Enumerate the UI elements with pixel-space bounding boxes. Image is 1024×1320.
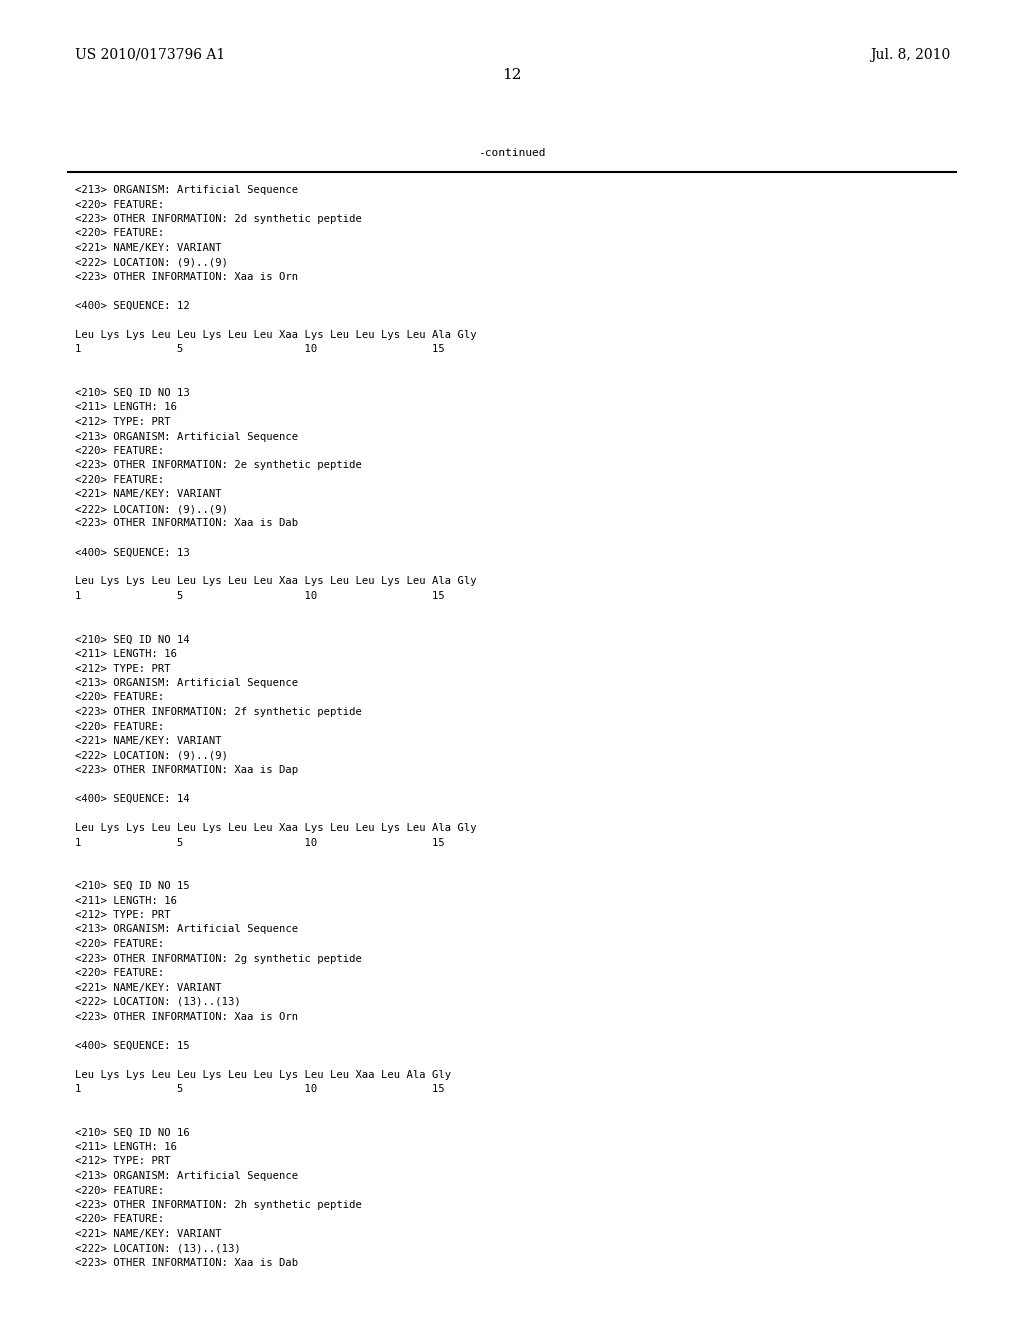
- Text: <210> SEQ ID NO 16: <210> SEQ ID NO 16: [75, 1127, 189, 1138]
- Text: <223> OTHER INFORMATION: Xaa is Orn: <223> OTHER INFORMATION: Xaa is Orn: [75, 1011, 298, 1022]
- Text: <220> FEATURE:: <220> FEATURE:: [75, 968, 164, 978]
- Text: <223> OTHER INFORMATION: 2e synthetic peptide: <223> OTHER INFORMATION: 2e synthetic pe…: [75, 461, 361, 470]
- Text: <220> FEATURE:: <220> FEATURE:: [75, 939, 164, 949]
- Text: <223> OTHER INFORMATION: 2h synthetic peptide: <223> OTHER INFORMATION: 2h synthetic pe…: [75, 1200, 361, 1210]
- Text: <221> NAME/KEY: VARIANT: <221> NAME/KEY: VARIANT: [75, 243, 221, 253]
- Text: <212> TYPE: PRT: <212> TYPE: PRT: [75, 664, 171, 673]
- Text: <400> SEQUENCE: 14: <400> SEQUENCE: 14: [75, 795, 189, 804]
- Text: <220> FEATURE:: <220> FEATURE:: [75, 475, 164, 484]
- Text: <221> NAME/KEY: VARIANT: <221> NAME/KEY: VARIANT: [75, 490, 221, 499]
- Text: <400> SEQUENCE: 12: <400> SEQUENCE: 12: [75, 301, 189, 312]
- Text: US 2010/0173796 A1: US 2010/0173796 A1: [75, 48, 225, 62]
- Text: 12: 12: [502, 69, 522, 82]
- Text: <220> FEATURE:: <220> FEATURE:: [75, 199, 164, 210]
- Text: <220> FEATURE:: <220> FEATURE:: [75, 1185, 164, 1196]
- Text: <213> ORGANISM: Artificial Sequence: <213> ORGANISM: Artificial Sequence: [75, 1171, 298, 1181]
- Text: <210> SEQ ID NO 13: <210> SEQ ID NO 13: [75, 388, 189, 399]
- Text: <213> ORGANISM: Artificial Sequence: <213> ORGANISM: Artificial Sequence: [75, 432, 298, 441]
- Text: <222> LOCATION: (9)..(9): <222> LOCATION: (9)..(9): [75, 751, 228, 760]
- Text: <223> OTHER INFORMATION: Xaa is Dab: <223> OTHER INFORMATION: Xaa is Dab: [75, 1258, 298, 1269]
- Text: <223> OTHER INFORMATION: 2d synthetic peptide: <223> OTHER INFORMATION: 2d synthetic pe…: [75, 214, 361, 224]
- Text: 1               5                   10                  15: 1 5 10 15: [75, 1084, 444, 1094]
- Text: <212> TYPE: PRT: <212> TYPE: PRT: [75, 909, 171, 920]
- Text: <220> FEATURE:: <220> FEATURE:: [75, 722, 164, 731]
- Text: Leu Lys Lys Leu Leu Lys Leu Leu Xaa Lys Leu Leu Lys Leu Ala Gly: Leu Lys Lys Leu Leu Lys Leu Leu Xaa Lys …: [75, 822, 476, 833]
- Text: Leu Lys Lys Leu Leu Lys Leu Leu Xaa Lys Leu Leu Lys Leu Ala Gly: Leu Lys Lys Leu Leu Lys Leu Leu Xaa Lys …: [75, 577, 476, 586]
- Text: <213> ORGANISM: Artificial Sequence: <213> ORGANISM: Artificial Sequence: [75, 185, 298, 195]
- Text: <223> OTHER INFORMATION: Xaa is Dab: <223> OTHER INFORMATION: Xaa is Dab: [75, 519, 298, 528]
- Text: <223> OTHER INFORMATION: Xaa is Dap: <223> OTHER INFORMATION: Xaa is Dap: [75, 766, 298, 775]
- Text: Leu Lys Lys Leu Leu Lys Leu Leu Lys Leu Leu Xaa Leu Ala Gly: Leu Lys Lys Leu Leu Lys Leu Leu Lys Leu …: [75, 1069, 452, 1080]
- Text: <220> FEATURE:: <220> FEATURE:: [75, 228, 164, 239]
- Text: <223> OTHER INFORMATION: Xaa is Orn: <223> OTHER INFORMATION: Xaa is Orn: [75, 272, 298, 282]
- Text: <213> ORGANISM: Artificial Sequence: <213> ORGANISM: Artificial Sequence: [75, 924, 298, 935]
- Text: <223> OTHER INFORMATION: 2f synthetic peptide: <223> OTHER INFORMATION: 2f synthetic pe…: [75, 708, 361, 717]
- Text: Leu Lys Lys Leu Leu Lys Leu Leu Xaa Lys Leu Leu Lys Leu Ala Gly: Leu Lys Lys Leu Leu Lys Leu Leu Xaa Lys …: [75, 330, 476, 341]
- Text: <222> LOCATION: (9)..(9): <222> LOCATION: (9)..(9): [75, 504, 228, 513]
- Text: <222> LOCATION: (13)..(13): <222> LOCATION: (13)..(13): [75, 997, 241, 1007]
- Text: 1               5                   10                  15: 1 5 10 15: [75, 591, 444, 601]
- Text: <400> SEQUENCE: 13: <400> SEQUENCE: 13: [75, 548, 189, 557]
- Text: <212> TYPE: PRT: <212> TYPE: PRT: [75, 1156, 171, 1167]
- Text: <400> SEQUENCE: 15: <400> SEQUENCE: 15: [75, 1040, 189, 1051]
- Text: <220> FEATURE:: <220> FEATURE:: [75, 446, 164, 455]
- Text: 1               5                   10                  15: 1 5 10 15: [75, 837, 444, 847]
- Text: <222> LOCATION: (9)..(9): <222> LOCATION: (9)..(9): [75, 257, 228, 268]
- Text: <210> SEQ ID NO 15: <210> SEQ ID NO 15: [75, 880, 189, 891]
- Text: <221> NAME/KEY: VARIANT: <221> NAME/KEY: VARIANT: [75, 1229, 221, 1239]
- Text: <221> NAME/KEY: VARIANT: <221> NAME/KEY: VARIANT: [75, 982, 221, 993]
- Text: <223> OTHER INFORMATION: 2g synthetic peptide: <223> OTHER INFORMATION: 2g synthetic pe…: [75, 953, 361, 964]
- Text: <210> SEQ ID NO 14: <210> SEQ ID NO 14: [75, 635, 189, 644]
- Text: <211> LENGTH: 16: <211> LENGTH: 16: [75, 1142, 177, 1152]
- Text: <211> LENGTH: 16: <211> LENGTH: 16: [75, 895, 177, 906]
- Text: <221> NAME/KEY: VARIANT: <221> NAME/KEY: VARIANT: [75, 737, 221, 746]
- Text: <222> LOCATION: (13)..(13): <222> LOCATION: (13)..(13): [75, 1243, 241, 1254]
- Text: -continued: -continued: [478, 148, 546, 158]
- Text: <211> LENGTH: 16: <211> LENGTH: 16: [75, 649, 177, 659]
- Text: Jul. 8, 2010: Jul. 8, 2010: [869, 48, 950, 62]
- Text: <220> FEATURE:: <220> FEATURE:: [75, 1214, 164, 1225]
- Text: <211> LENGTH: 16: <211> LENGTH: 16: [75, 403, 177, 412]
- Text: <220> FEATURE:: <220> FEATURE:: [75, 693, 164, 702]
- Text: 1               5                   10                  15: 1 5 10 15: [75, 345, 444, 355]
- Text: <213> ORGANISM: Artificial Sequence: <213> ORGANISM: Artificial Sequence: [75, 678, 298, 688]
- Text: <212> TYPE: PRT: <212> TYPE: PRT: [75, 417, 171, 426]
